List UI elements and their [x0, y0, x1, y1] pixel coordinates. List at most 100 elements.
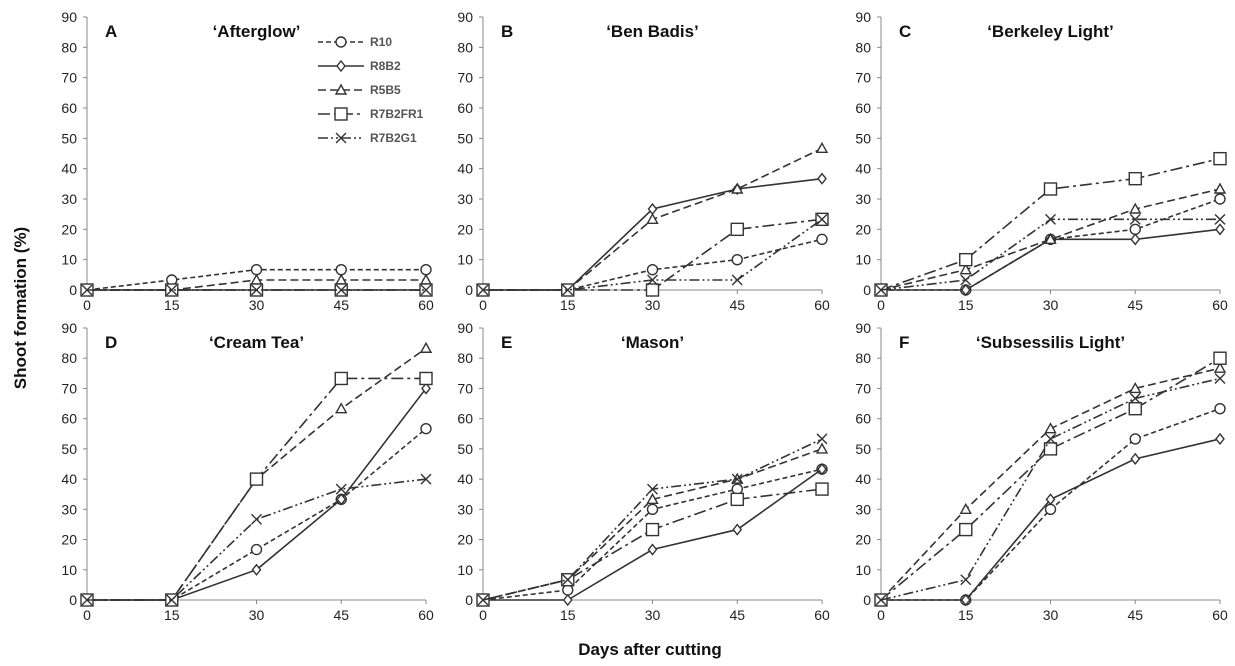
y-tick-label: 80: [457, 350, 473, 366]
panel-label: F: [899, 333, 909, 352]
x-tick-label: 30: [645, 297, 661, 313]
data-point-r7b2fr1: [815, 482, 829, 496]
data-point-r10: [420, 263, 432, 276]
x-tick-label: 45: [729, 607, 745, 623]
y-tick-label: 90: [457, 320, 473, 336]
y-tick-label: 30: [855, 191, 871, 207]
y-tick-label: 80: [61, 39, 77, 55]
y-tick-label: 60: [855, 411, 871, 427]
y-tick-label: 0: [69, 282, 77, 298]
y-tick-label: 90: [855, 9, 871, 25]
panel-d: 0 10 20 30 40 50 60 70 80 90 0 15 30 45 60 D ‘Cream Tea’: [61, 320, 434, 623]
x-tick-label: 30: [1043, 607, 1059, 623]
data-point-r7b2fr1: [1043, 182, 1058, 196]
legend-marker: [335, 36, 347, 48]
y-tick-label: 10: [855, 252, 871, 268]
series-line-r7b2fr1: [880, 357, 1221, 601]
panel-label: E: [501, 333, 512, 352]
x-tick-label: 60: [814, 297, 830, 313]
data-point-r5b5: [419, 341, 433, 353]
series-line-r7b2fr1: [880, 157, 1221, 291]
data-point-r7b2g1: [420, 284, 432, 296]
data-point-r7b2g1: [335, 284, 347, 296]
y-tick-label: 80: [61, 350, 77, 366]
x-tick-label: 0: [479, 607, 487, 623]
panel-label: C: [899, 22, 911, 41]
y-tick-label: 70: [855, 380, 871, 396]
y-tick-label: 70: [457, 380, 473, 396]
data-point-r7b2g1: [477, 284, 489, 296]
y-tick-label: 40: [61, 471, 77, 487]
panel-title: ‘Afterglow’: [213, 22, 301, 41]
data-point-r7b2g1: [81, 594, 93, 606]
y-tick-label: 50: [61, 130, 77, 146]
data-point-r7b2fr1: [419, 371, 433, 386]
y-tick-label: 30: [61, 191, 77, 207]
y-tick-label: 50: [855, 441, 871, 457]
data-point-r8b2: [251, 563, 262, 576]
data-point-r10: [420, 422, 432, 435]
panel-title: ‘Cream Tea’: [209, 333, 304, 352]
panel-title: ‘Mason’: [621, 333, 684, 352]
y-tick-label: 0: [863, 282, 871, 298]
y-tick-label: 70: [457, 70, 473, 86]
data-point-r7b2fr1: [959, 252, 973, 267]
panel-title: ‘Berkeley Light’: [987, 22, 1114, 41]
y-tick-label: 20: [61, 221, 77, 237]
y-tick-label: 70: [61, 380, 77, 396]
y-tick-label: 20: [457, 532, 473, 548]
y-tick-label: 40: [855, 471, 871, 487]
y-tick-label: 90: [61, 320, 77, 336]
y-tick-label: 40: [61, 161, 77, 177]
data-point-r7b2g1: [647, 483, 658, 495]
x-tick-label: 0: [83, 297, 91, 313]
x-tick-label: 0: [83, 607, 91, 623]
data-point-r8b2: [1215, 223, 1225, 236]
data-point-r7b2g1: [81, 284, 93, 296]
data-point-r7b2fr1: [1128, 401, 1142, 416]
data-point-r7b2fr1: [730, 492, 744, 507]
x-tick-label: 15: [560, 607, 576, 623]
legend-marker: [334, 107, 348, 121]
data-point-r7b2g1: [1129, 392, 1141, 404]
data-point-r5b5: [646, 212, 659, 225]
x-tick-label: 60: [1212, 607, 1228, 623]
series-line-r5b5: [880, 367, 1221, 601]
legend-entry: R10: [370, 35, 392, 49]
y-tick-label: 0: [863, 592, 871, 608]
data-point-r7b2g1: [251, 513, 262, 525]
legend-entry: R5B5: [370, 83, 401, 97]
y-tick-label: 40: [457, 161, 473, 177]
data-point-r7b2g1: [960, 274, 972, 286]
y-tick-label: 90: [61, 9, 77, 25]
x-tick-label: 45: [729, 297, 745, 313]
y-tick-label: 80: [855, 39, 871, 55]
y-tick-label: 60: [61, 411, 77, 427]
series-line-r7b2g1: [482, 438, 823, 601]
data-point-r7b2g1: [335, 483, 347, 495]
data-point-r7b2g1: [731, 473, 743, 485]
legend-entry: R7B2FR1: [370, 107, 424, 121]
panel-label: B: [501, 22, 513, 41]
y-tick-label: 30: [457, 501, 473, 517]
series-line-r8b2: [881, 438, 1221, 601]
data-point-r7b2g1: [875, 284, 887, 296]
data-point-r7b2fr1: [249, 472, 264, 486]
data-point-r7b2g1: [816, 433, 828, 445]
data-point-r7b2g1: [562, 284, 574, 296]
y-tick-label: 10: [457, 252, 473, 268]
y-tick-label: 30: [61, 501, 77, 517]
data-point-r5b5: [1044, 422, 1057, 434]
data-point-r7b2fr1: [334, 371, 348, 386]
data-point-r10: [816, 233, 828, 246]
data-point-r8b2: [647, 543, 658, 556]
data-point-r10: [1129, 223, 1141, 236]
x-axis-title: Days after cutting: [578, 640, 722, 659]
series-line-r7b2g1: [880, 218, 1220, 291]
y-tick-label: 0: [69, 592, 77, 608]
data-point-r8b2: [562, 593, 573, 607]
x-tick-label: 15: [560, 297, 576, 313]
y-tick-label: 60: [855, 100, 871, 116]
x-tick-label: 0: [479, 297, 487, 313]
